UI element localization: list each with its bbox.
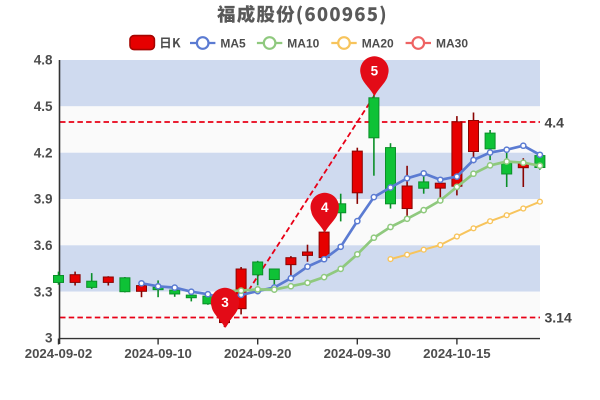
svg-text:5: 5 [371, 63, 379, 78]
svg-text:3: 3 [221, 295, 229, 310]
svg-text:MA20: MA20 [362, 36, 394, 50]
svg-text:MA10: MA10 [287, 36, 319, 50]
svg-text:4.4: 4.4 [545, 114, 565, 130]
svg-text:3.3: 3.3 [34, 284, 53, 299]
svg-text:2024-09-20: 2024-09-20 [224, 346, 291, 361]
svg-text:4.5: 4.5 [34, 99, 53, 114]
svg-text:MA30: MA30 [436, 36, 468, 50]
svg-text:2024-10-15: 2024-10-15 [423, 346, 490, 361]
svg-text:3: 3 [45, 331, 53, 346]
svg-text:4: 4 [321, 200, 329, 215]
svg-text:4.8: 4.8 [34, 53, 53, 68]
svg-text:3.9: 3.9 [34, 192, 53, 207]
svg-text:2024-09-30: 2024-09-30 [324, 346, 391, 361]
svg-text:2024-09-10: 2024-09-10 [124, 346, 191, 361]
svg-text:2024-09-02: 2024-09-02 [25, 346, 92, 361]
svg-text:3.6: 3.6 [34, 238, 53, 253]
svg-text:4.2: 4.2 [34, 145, 53, 160]
svg-text:MA5: MA5 [220, 36, 246, 50]
svg-text:3.14: 3.14 [545, 310, 572, 326]
